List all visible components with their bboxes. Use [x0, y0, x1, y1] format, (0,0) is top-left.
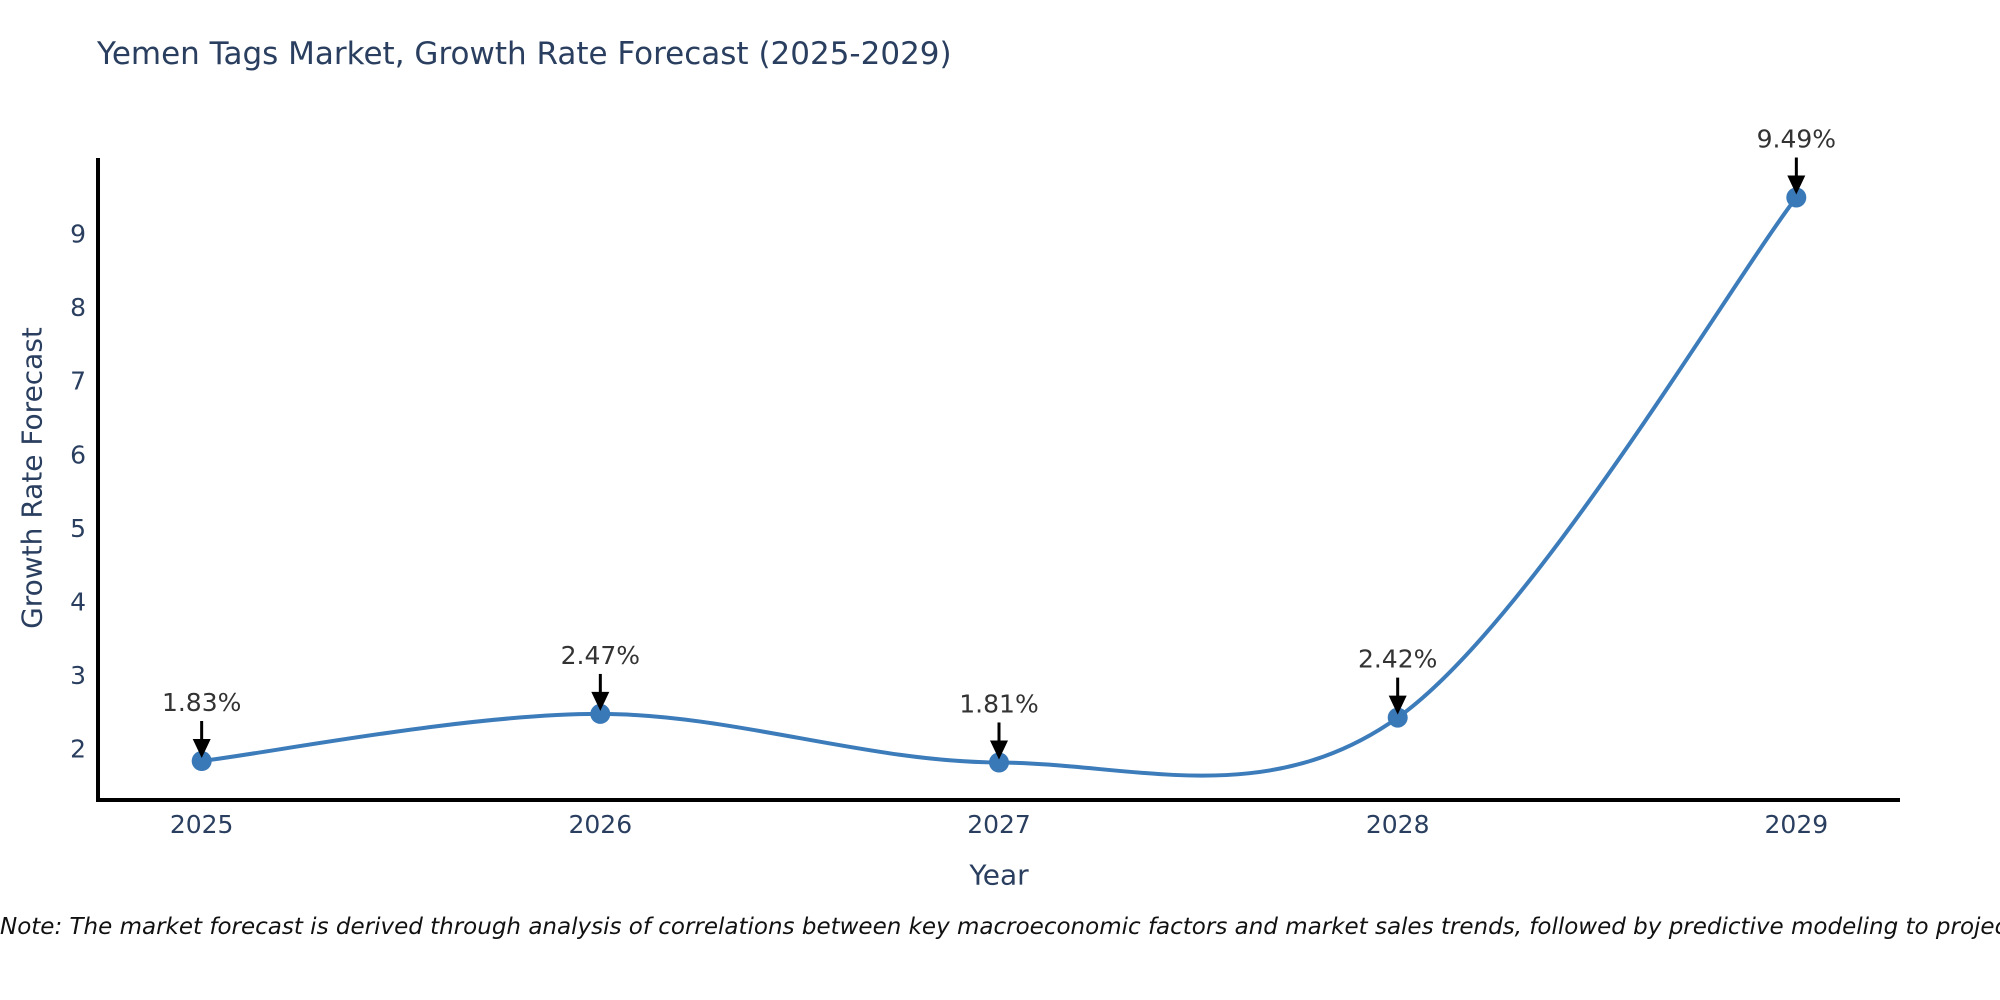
data-point-marker [989, 752, 1009, 773]
data-point-marker [191, 751, 212, 771]
annotation-arrowhead-icon [1787, 175, 1806, 195]
y-tick-label: 7 [70, 367, 86, 396]
y-tick-label: 6 [70, 440, 86, 469]
y-tick-label: 4 [70, 587, 86, 616]
annotation-label: 2.47% [561, 641, 640, 670]
data-point-marker [1387, 707, 1408, 728]
annotation-arrowhead-icon [1388, 695, 1407, 715]
annotation-arrowhead-icon [591, 691, 610, 711]
x-tick-label: 2027 [967, 810, 1031, 839]
trend-line [199, 195, 1799, 778]
y-tick-label: 8 [70, 293, 86, 322]
footnote: Note: The market forecast is derived thr… [0, 914, 2000, 940]
annotation-label: 9.49% [1757, 125, 1836, 154]
data-point-marker [590, 703, 611, 724]
x-tick-label: 2026 [569, 810, 633, 839]
annotation-arrowhead-icon [990, 740, 1008, 760]
y-tick-label: 2 [70, 735, 86, 764]
annotation-label: 1.83% [162, 688, 241, 717]
data-point-marker [1786, 187, 1807, 208]
y-tick-label: 9 [70, 220, 86, 249]
axis-spines [96, 158, 1900, 802]
y-tick-label: 3 [70, 661, 86, 690]
annotation-label: 1.81% [959, 689, 1038, 718]
x-tick-label: 2029 [1765, 810, 1829, 839]
y-tick-label: 5 [70, 514, 86, 543]
x-tick-label: 2025 [170, 810, 234, 839]
x-tick-label: 2028 [1366, 810, 1430, 839]
annotation-label: 2.42% [1358, 645, 1437, 674]
chart-title: Yemen Tags Market, Growth Rate Forecast … [97, 36, 952, 72]
annotation-arrowhead-icon [192, 739, 211, 758]
x-axis-title: Year [969, 858, 1029, 892]
